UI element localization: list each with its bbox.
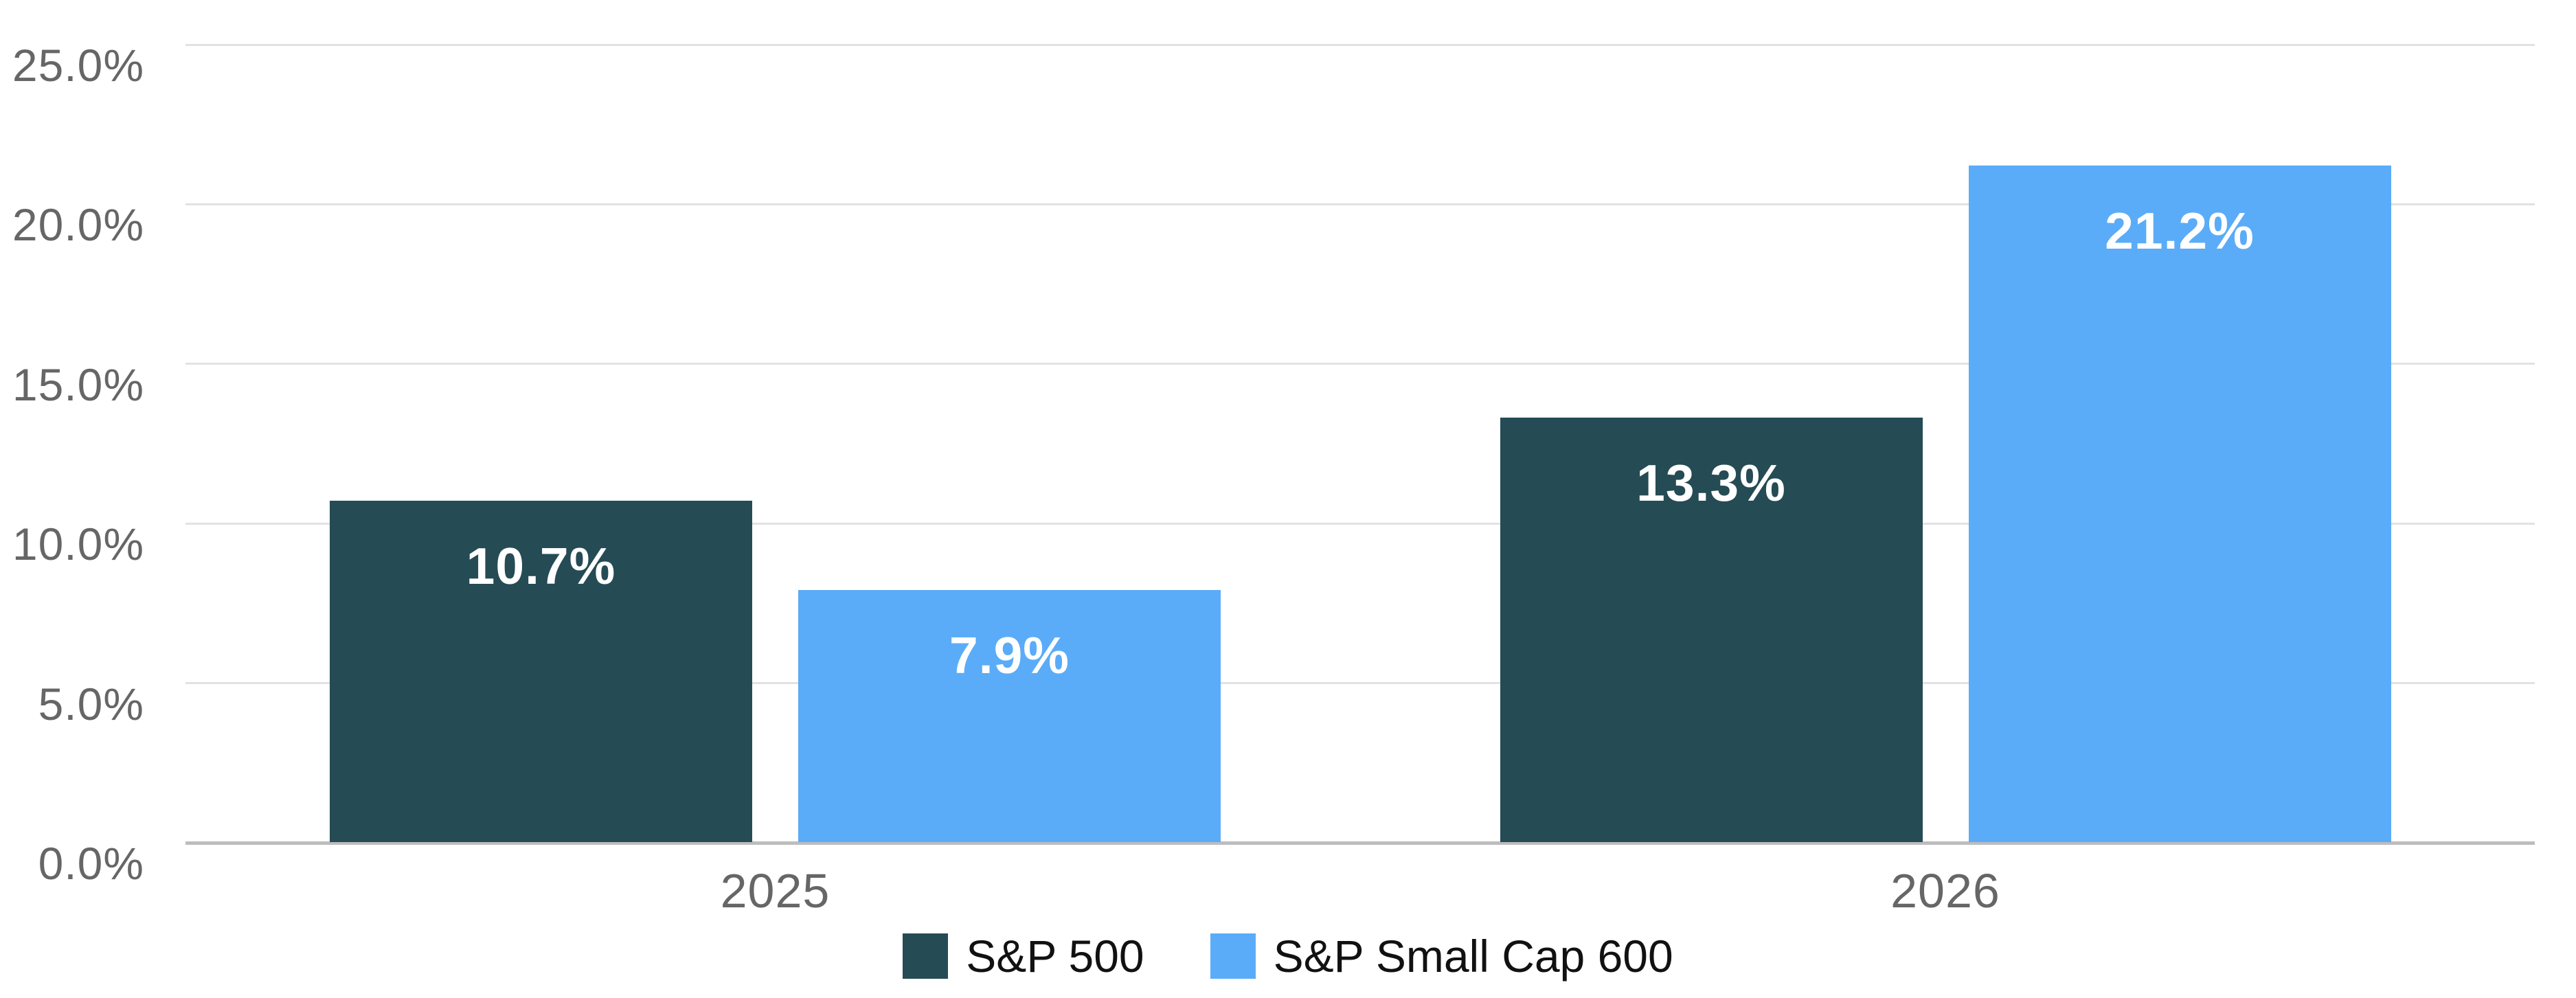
y-axis-tick-label-5: 5.0% xyxy=(38,678,144,729)
y-axis-tick-label-25: 25.0% xyxy=(12,40,144,91)
y-axis-tick-label-20: 20.0% xyxy=(12,199,144,251)
bar-value-label-sandp-500-2025: 10.7% xyxy=(466,536,616,595)
legend-swatch-icon-sandp-500 xyxy=(903,933,949,979)
y-axis-tick-label-10: 10.0% xyxy=(12,519,144,570)
legend-item-sandp-500[interactable]: S&P 500 xyxy=(903,930,1144,982)
legend-label-sandp-500: S&P 500 xyxy=(966,931,1144,982)
legend-item-sandp-small-cap-600[interactable]: S&P Small Cap 600 xyxy=(1210,930,1673,982)
gridline-25 xyxy=(185,43,2535,46)
bar-value-label-sandp-500-2026: 13.3% xyxy=(1636,453,1786,512)
bar-value-label-sandp-small-cap-600-2025: 7.9% xyxy=(949,626,1070,684)
y-axis-tick-label-0: 0.0% xyxy=(38,838,144,889)
bar-sandp-small-cap-600-2026[interactable]: 21.2% xyxy=(1968,165,2391,842)
gridline-20 xyxy=(185,203,2535,205)
gridline-15 xyxy=(185,363,2535,365)
bar-sandp-500-2026[interactable]: 13.3% xyxy=(1500,417,1923,842)
legend-swatch-icon-sandp-small-cap-600 xyxy=(1210,933,1256,979)
x-axis-label-2026: 2026 xyxy=(1890,864,2000,918)
zero-gridline xyxy=(185,841,2535,845)
legend: S&P 500 S&P Small Cap 600 xyxy=(0,929,2576,984)
y-axis-tick-label-15: 15.0% xyxy=(12,359,144,410)
x-axis-label-2025: 2025 xyxy=(720,864,831,918)
gridline-10 xyxy=(185,522,2535,525)
bar-sandp-500-2025[interactable]: 10.7% xyxy=(330,500,752,842)
legend-label-sandp-small-cap-600: S&P Small Cap 600 xyxy=(1273,931,1673,982)
gridline-5 xyxy=(185,682,2535,685)
bar-value-label-sandp-small-cap-600-2026: 21.2% xyxy=(2105,201,2255,260)
bar-sandp-small-cap-600-2025[interactable]: 7.9% xyxy=(798,589,1221,842)
